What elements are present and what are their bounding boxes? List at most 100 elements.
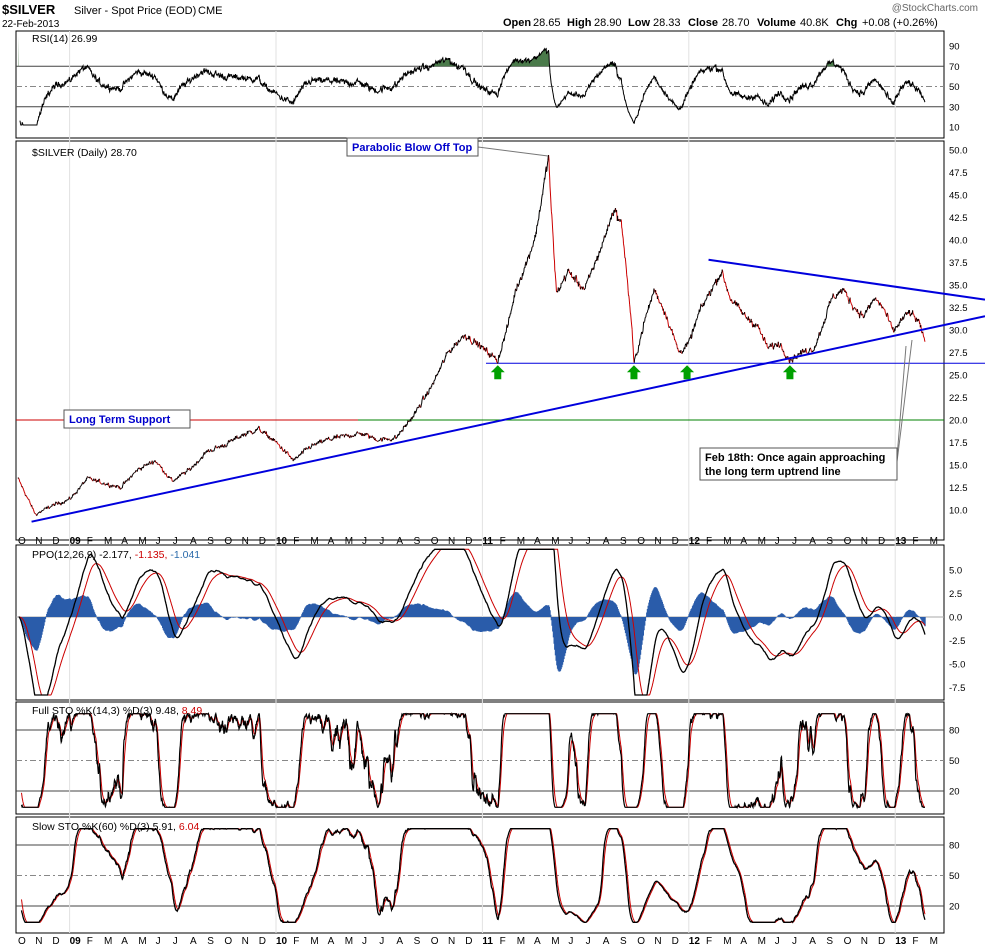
x-bottom-label-27: 11 (482, 936, 493, 947)
price-tick-40.0: 40.0 (949, 236, 968, 247)
x-bottom-label-19: M (345, 936, 353, 947)
ppo-tick--2.5: -2.5 (949, 636, 965, 647)
price-tick-35.0: 35.0 (949, 281, 968, 292)
x-bottom-label-51: 13 (895, 936, 907, 947)
x-top-label-9: J (173, 536, 178, 547)
x-top-label-16: F (293, 536, 299, 547)
price-line-up (17, 154, 924, 517)
x-top-label-39: 12 (689, 536, 701, 547)
x-top-label-34: A (603, 536, 610, 547)
x-top-label-25: N (448, 536, 455, 547)
price-tick-25.0: 25.0 (949, 371, 968, 382)
support-text: Long Term Support (69, 414, 171, 426)
support-arrow-2 (626, 365, 641, 380)
slowsto-k-line (20, 827, 926, 924)
description: Silver - Spot Price (EOD) (74, 5, 196, 17)
ppo-label-v3: -1.041 (170, 549, 200, 561)
x-bottom-label-47: S (826, 936, 833, 947)
ppo-layer (18, 548, 926, 696)
x-top-label-20: J (362, 536, 367, 547)
x-top-label-31: M (551, 536, 559, 547)
y-axis-ticks: 90 70 50 30 10 50.0 47.5 45.0 42.5 40.0 37.5 35.0 32… (949, 42, 968, 913)
x-top-label-15: 10 (276, 536, 288, 547)
x-bottom-label-5: M (104, 936, 112, 947)
chart-date: 22-Feb-2013 (2, 19, 60, 30)
x-top-label-4: F (87, 536, 93, 547)
x-bottom-label-45: J (792, 936, 797, 947)
x-top-label-46: A (809, 536, 816, 547)
x-bottom-label-2: D (52, 936, 59, 947)
quote-bar: Open 28.65 High 28.90 Low 28.33 Close 28… (503, 17, 938, 29)
price-tick-12.5: 12.5 (949, 483, 968, 494)
fullsto-layer (20, 711, 925, 810)
x-top-label-37: N (654, 536, 661, 547)
price-tick-42.5: 42.5 (949, 213, 968, 224)
x-top-label-30: A (534, 536, 541, 547)
x-bottom-label-25: N (448, 936, 455, 947)
x-bottom-label-38: D (672, 936, 679, 947)
x-top-label-24: O (431, 536, 439, 547)
low-label: Low (628, 17, 650, 29)
close-label: Close (688, 17, 718, 29)
rsi-tick-10: 10 (949, 123, 960, 134)
x-bottom-label-22: A (396, 936, 403, 947)
x-bottom-label-31: M (551, 936, 559, 947)
x-top-label-21: J (379, 536, 384, 547)
x-top-label-27: 11 (482, 536, 493, 547)
x-bottom-label-40: F (706, 936, 712, 947)
low-value: 28.33 (653, 17, 681, 29)
ppo-tick-2.5: 2.5 (949, 589, 962, 600)
support-annotation: Long Term Support (63, 409, 191, 429)
note-line-2: the long term uptrend line (705, 466, 841, 478)
long-term-uptrend-line (31, 315, 985, 523)
x-top-label-17: M (310, 536, 318, 547)
x-bottom-label-10: A (190, 936, 197, 947)
x-axis-bottom: O N D 09 F M A M J J A S O N D 10 F M A M J J A S O N D 11 F M A M J J A S O… (18, 936, 938, 947)
price-tick-22.5: 22.5 (949, 393, 968, 404)
x-bottom-label-35: S (620, 936, 627, 947)
ppo-label-name: PPO(12,26,9) (32, 549, 96, 561)
price-tick-45.0: 45.0 (949, 191, 968, 202)
x-top-label-52: F (912, 536, 918, 547)
x-bottom-label-53: M (930, 936, 938, 947)
panel-labels: RSI(14) 26.99 $SILVER (Daily) 28.70 PPO(… (32, 33, 202, 833)
parabolic-box (346, 137, 479, 157)
note-annotation: Feb 18th: Once again approaching the lon… (699, 339, 913, 481)
x-bottom-label-26: D (465, 936, 472, 947)
x-bottom-label-23: S (414, 936, 421, 947)
rsi-line (19, 47, 926, 126)
x-top-label-6: A (121, 536, 128, 547)
x-bottom-label-43: M (758, 936, 766, 947)
x-bottom-label-36: O (637, 936, 645, 947)
x-top-label-38: D (672, 536, 679, 547)
rsi-tick-70: 70 (949, 62, 960, 73)
x-bottom-label-44: J (775, 936, 780, 947)
price-label-name: $SILVER (Daily) (32, 147, 108, 159)
note-box (699, 447, 898, 481)
rsi-label: RSI(14) 26.99 (32, 33, 98, 45)
chg-label: Chg (836, 17, 857, 29)
x-top-label-3: 09 (70, 536, 82, 547)
fullsto-tick-20: 20 (949, 787, 960, 798)
rsi-label-name: RSI(14) (32, 33, 68, 45)
fullsto-tick-50: 50 (949, 756, 960, 767)
x-bottom-label-3: 09 (70, 936, 82, 947)
parabolic-annotation: Parabolic Blow Off Top (346, 137, 549, 157)
price-panel (15, 140, 945, 541)
x-top-label-41: M (723, 536, 731, 547)
x-top-label-19: M (345, 536, 353, 547)
rsi-layer (18, 35, 926, 126)
ppo-tick-0.0: 0.0 (949, 613, 962, 624)
chg-value: +0.08 (+0.26%) (862, 17, 938, 29)
x-bottom-label-29: M (517, 936, 525, 947)
x-bottom-label-20: J (362, 936, 367, 947)
x-top-label-35: S (620, 536, 627, 547)
ppo-line (18, 548, 926, 696)
x-top-label-49: N (861, 536, 868, 547)
x-top-label-26: D (465, 536, 472, 547)
x-top-label-22: A (396, 536, 403, 547)
x-top-label-12: O (224, 536, 232, 547)
parabolic-pointer (477, 146, 549, 157)
x-top-label-33: J (586, 536, 591, 547)
watermark: @StockCharts.com (892, 3, 978, 14)
